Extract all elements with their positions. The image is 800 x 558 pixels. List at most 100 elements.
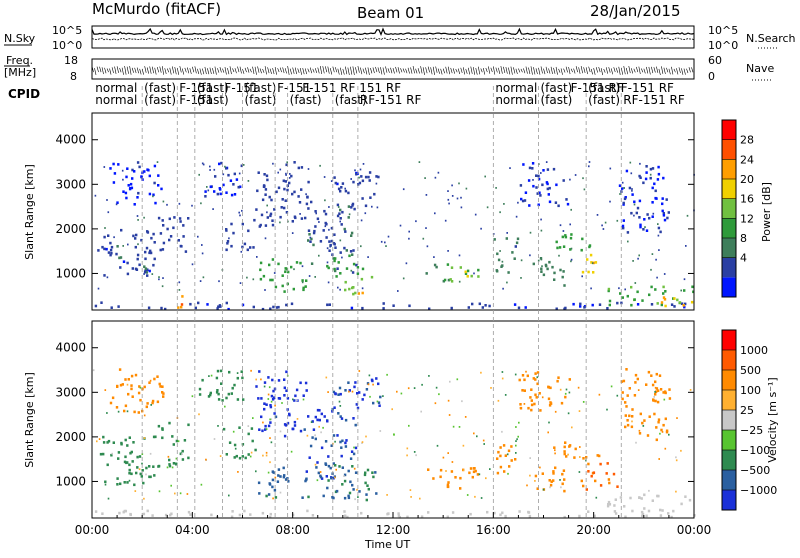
range-gate-cell: [573, 456, 576, 459]
range-gate-cell: [226, 242, 229, 245]
range-gate-cell: [265, 428, 268, 430]
range-gate-cell: [606, 462, 609, 465]
range-gate-cell: [478, 473, 481, 476]
freq-mark: [445, 66, 448, 74]
range-gate-cell: [277, 468, 281, 471]
range-gate-cell: [266, 211, 268, 214]
range-gate-cell: [532, 179, 534, 181]
range-gate-cell: [427, 511, 430, 514]
range-gate-cell: [519, 407, 522, 409]
range-gate-cell: [562, 245, 566, 248]
range-gate-cell: [515, 440, 517, 442]
range-gate-cell: [109, 248, 113, 252]
range-gate-cell: [647, 370, 651, 374]
freq-mark: [314, 68, 318, 74]
range-gate-cell: [212, 208, 214, 210]
freq-mark: [671, 66, 674, 75]
range-gate-cell: [260, 397, 263, 400]
freq-mark: [490, 67, 493, 73]
freq-mark: [568, 66, 571, 75]
range-gate-cell: [608, 481, 611, 485]
range-gate-cell: [301, 265, 304, 268]
range-gate-cell: [218, 280, 220, 283]
range-gate-cell: [666, 216, 669, 220]
range-gate-cell: [279, 475, 282, 478]
range-gate-cell: [299, 381, 302, 385]
range-gate-cell: [588, 161, 591, 163]
range-gate-cell: [293, 399, 296, 402]
range-gate-cell: [508, 465, 511, 468]
range-gate-cell: [136, 161, 140, 164]
range-gate-cell: [563, 489, 566, 493]
range-gate-cell: [338, 465, 341, 468]
range-gate-cell: [240, 164, 243, 168]
freq-mark: [540, 66, 543, 74]
range-gate-cell: [96, 440, 98, 443]
range-gate-cell: [447, 481, 450, 484]
range-gate-cell: [651, 499, 654, 502]
range-gate-cell: [570, 208, 572, 211]
range-gate-cell: [636, 377, 639, 381]
range-gate-cell: [360, 175, 363, 178]
range-gate-cell: [587, 510, 590, 513]
range-gate-cell: [316, 408, 320, 412]
range-gate-cell: [197, 235, 199, 238]
range-gate-cell: [672, 509, 675, 513]
range-gate-cell: [552, 470, 555, 473]
range-gate-cell: [511, 251, 514, 254]
range-gate-cell: [619, 193, 621, 195]
freq-mark: [598, 66, 601, 73]
range-gate-cell: [548, 200, 552, 204]
range-gate-cell: [225, 167, 228, 170]
range-gate-cell: [115, 406, 119, 409]
range-gate-cell: [517, 435, 519, 438]
range-gate-cell: [131, 460, 134, 463]
range-gate-cell: [339, 208, 342, 212]
range-gate-cell: [178, 289, 181, 291]
range-gate-cell: [538, 191, 541, 195]
range-gate-cell: [272, 396, 276, 399]
range-gate-cell: [652, 398, 655, 401]
range-gate-cell: [444, 219, 447, 222]
range-gate-cell: [251, 439, 254, 443]
range-gate-cell: [299, 429, 303, 433]
range-gate-cell: [531, 167, 534, 170]
range-gate-cell: [443, 278, 447, 282]
range-gate-cell: [528, 204, 531, 207]
range-gate-cell: [168, 458, 171, 462]
range-gate-cell: [540, 258, 543, 261]
range-gate-cell: [171, 435, 174, 438]
range-gate-cell: [264, 428, 267, 431]
range-gate-cell: [161, 427, 163, 430]
range-gate-cell: [692, 290, 695, 294]
range-gate-cell: [368, 179, 371, 182]
range-gate-cell: [542, 169, 545, 172]
range-gate-cell: [587, 462, 590, 466]
range-gate-cell: [162, 395, 165, 398]
freq-mark: [625, 67, 629, 75]
range-gate-cell: [284, 478, 288, 481]
freq-mark: [407, 67, 410, 74]
range-gate-cell: [663, 398, 666, 401]
range-gate-cell: [624, 196, 627, 199]
range-gate-cell: [201, 252, 204, 255]
range-gate-cell: [341, 439, 344, 443]
range-gate-cell: [606, 307, 609, 310]
range-gate-cell: [327, 479, 330, 482]
cpid-entry: RF-151 RF: [623, 93, 685, 107]
range-gate-cell: [274, 496, 278, 499]
range-gate-cell: [594, 261, 598, 264]
range-gate-cell: [285, 172, 287, 175]
range-gate-cell: [344, 280, 347, 284]
range-gate-cell: [555, 240, 558, 244]
range-gate-cell: [283, 394, 286, 397]
range-gate-cell: [486, 510, 489, 514]
range-gate-cell: [216, 389, 219, 392]
range-gate-cell: [634, 381, 637, 384]
range-gate-cell: [415, 454, 417, 457]
range-gate-cell: [380, 240, 383, 243]
range-gate-cell: [676, 417, 678, 419]
range-gate-cell: [578, 471, 581, 473]
range-gate-cell: [340, 186, 343, 189]
range-gate-cell: [684, 495, 687, 498]
